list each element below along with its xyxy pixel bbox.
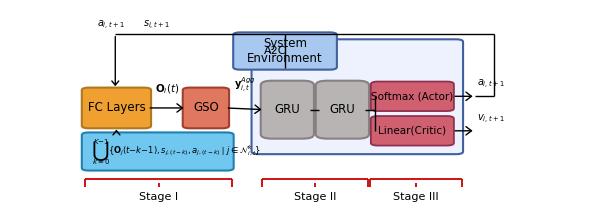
Text: $a_{i,t+1}$: $a_{i,t+1}$ (477, 78, 505, 91)
FancyBboxPatch shape (371, 116, 454, 146)
FancyBboxPatch shape (252, 39, 463, 154)
Text: $k{=}0$: $k{=}0$ (92, 157, 111, 166)
Text: $v_{i,t+1}$: $v_{i,t+1}$ (477, 112, 504, 126)
FancyBboxPatch shape (82, 132, 234, 170)
Text: $\mathbf{y}_{i,t}^{Agg}$: $\mathbf{y}_{i,t}^{Agg}$ (234, 76, 256, 95)
Text: $\{\mathbf{O}_{j}(t{-}k{-}1),s_{j,(t-k)},a_{j,(t-k)} \mid j{\in}\mathcal{N}_{i,t: $\{\mathbf{O}_{j}(t{-}k{-}1),s_{j,(t-k)}… (108, 143, 262, 158)
Text: Stage III: Stage III (393, 192, 439, 202)
Text: GRU: GRU (330, 103, 355, 116)
Text: Softmax (Actor): Softmax (Actor) (371, 91, 453, 101)
Text: Stage II: Stage II (294, 192, 336, 202)
Text: Linear(Critic): Linear(Critic) (378, 126, 446, 136)
Text: FC Layers: FC Layers (88, 101, 145, 114)
Text: Stage I: Stage I (139, 192, 178, 202)
Text: $s_{i,t+1}$: $s_{i,t+1}$ (143, 19, 170, 32)
FancyBboxPatch shape (233, 32, 337, 70)
Text: $\bigcup$: $\bigcup$ (91, 140, 110, 164)
Text: GSO: GSO (193, 101, 219, 114)
Text: GRU: GRU (275, 103, 300, 116)
Text: $\mathbf{O}_{i}(t)$: $\mathbf{O}_{i}(t)$ (155, 82, 179, 96)
Text: $a_{i,t+1}$: $a_{i,t+1}$ (96, 19, 125, 32)
FancyBboxPatch shape (260, 81, 314, 139)
Text: System
Environment: System Environment (247, 37, 323, 65)
FancyBboxPatch shape (82, 88, 151, 128)
FancyBboxPatch shape (371, 82, 454, 111)
FancyBboxPatch shape (316, 81, 369, 139)
FancyBboxPatch shape (183, 88, 229, 128)
Text: $K{-}1$: $K{-}1$ (94, 137, 110, 146)
Text: A2C: A2C (265, 46, 287, 56)
